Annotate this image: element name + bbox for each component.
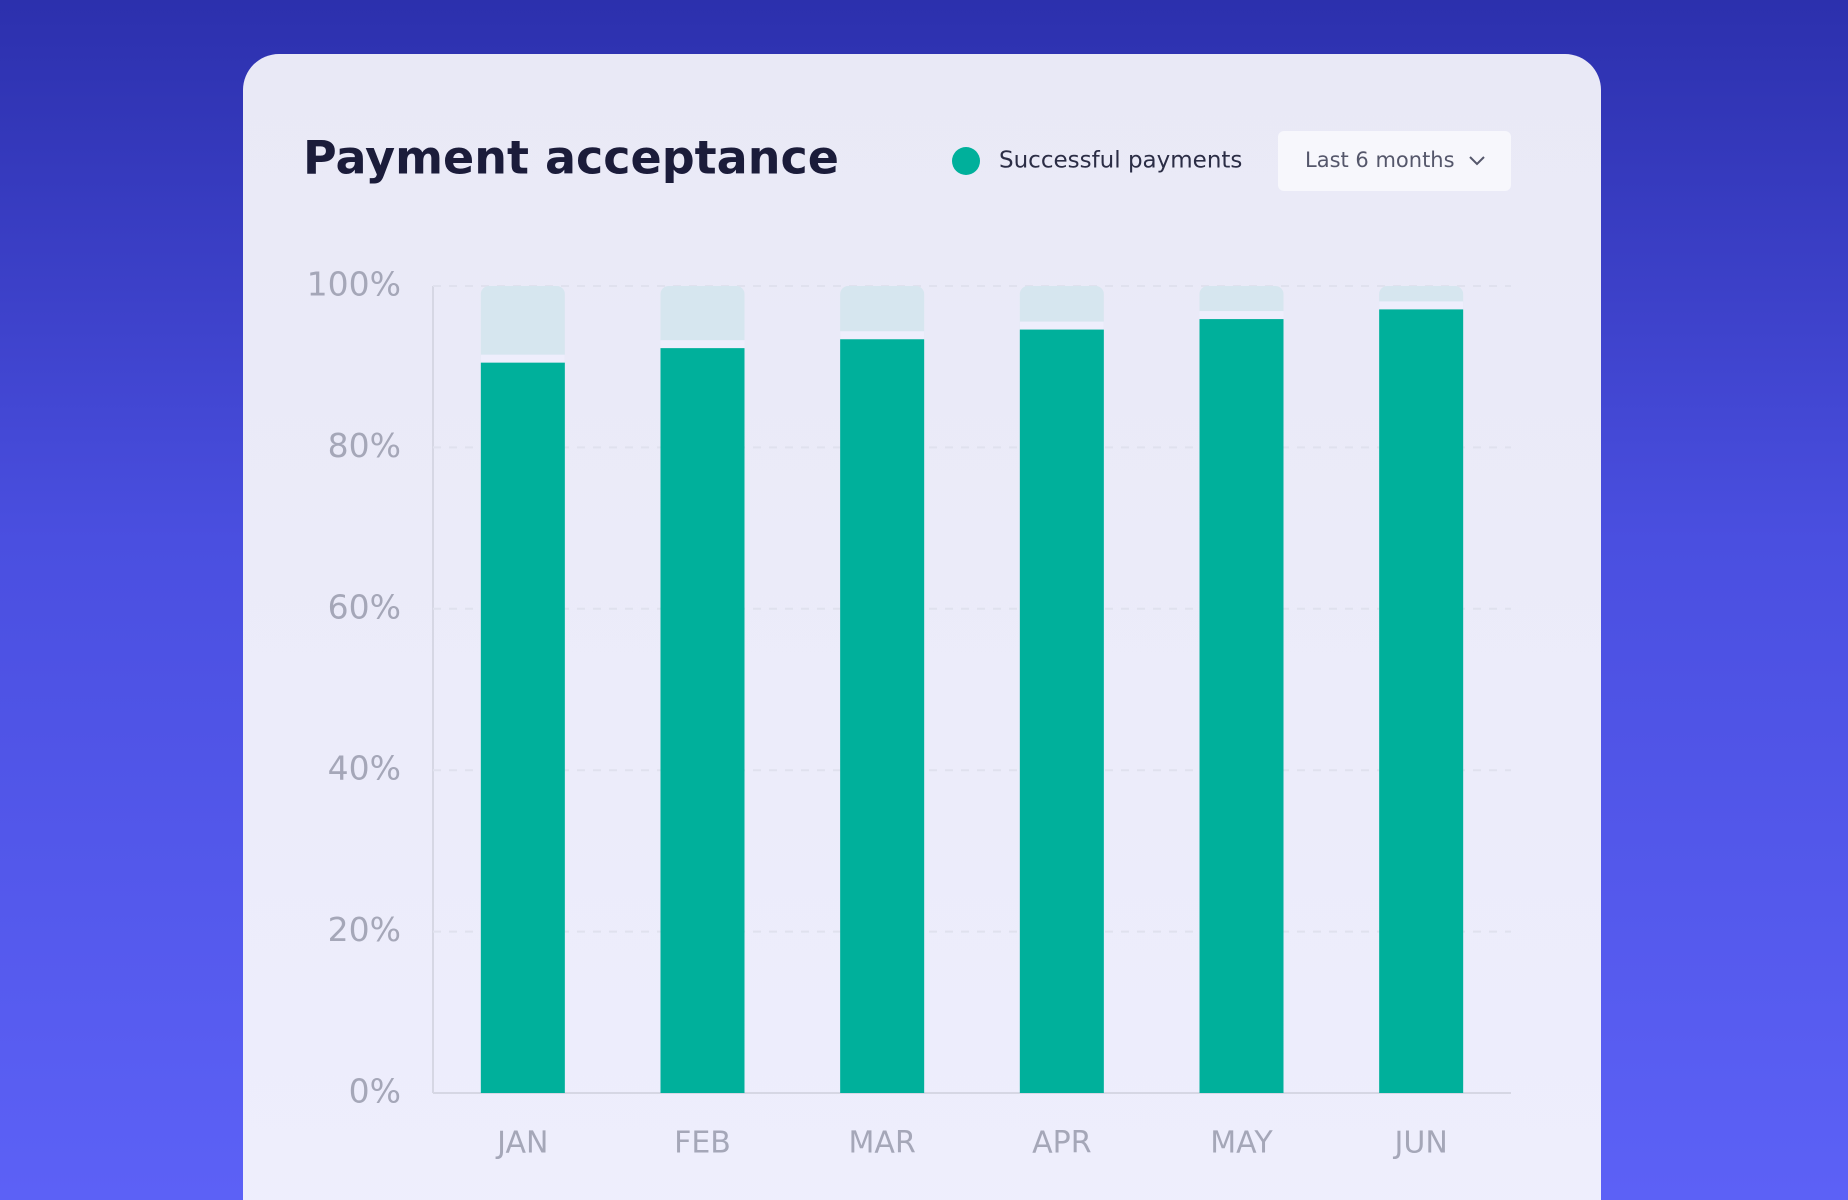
- x-tick-label: APR: [1032, 1126, 1091, 1161]
- x-tick-label: MAR: [849, 1126, 916, 1161]
- y-tick-label: 60%: [328, 587, 401, 626]
- dropdown-chevron[interactable]: [1469, 156, 1485, 166]
- bar-gap: [660, 340, 745, 349]
- legend-label: Successful payments: [999, 148, 1242, 174]
- x-tick-label: JUN: [1393, 1126, 1448, 1161]
- bar: [1199, 319, 1284, 1093]
- legend-swatch: [952, 147, 980, 175]
- bar-gap: [1379, 301, 1464, 310]
- y-tick-label: 40%: [328, 749, 401, 788]
- bar: [840, 339, 925, 1094]
- dropdown-label[interactable]: Last 6 months: [1305, 148, 1455, 172]
- bar-gap: [480, 354, 565, 363]
- x-tick-label: FEB: [674, 1126, 731, 1161]
- dropdown-box[interactable]: [1278, 131, 1511, 191]
- x-tick-label: MAY: [1210, 1126, 1273, 1161]
- bar-gap: [1199, 311, 1284, 320]
- x-tick-label: JAN: [495, 1126, 548, 1161]
- y-tick-label: 20%: [328, 910, 401, 949]
- y-tick-label: 80%: [328, 426, 401, 465]
- bar-gap: [840, 331, 925, 340]
- bar: [660, 348, 745, 1093]
- bar: [1379, 309, 1464, 1093]
- period-dropdown[interactable]: Last 6 months: [1278, 131, 1511, 191]
- y-tick-label: 0%: [349, 1072, 401, 1111]
- bar-gap: [1019, 321, 1104, 330]
- bar: [480, 362, 565, 1093]
- y-tick-label: 100%: [307, 265, 401, 304]
- bar: [1019, 329, 1104, 1093]
- chart-title: Payment acceptance: [303, 131, 839, 185]
